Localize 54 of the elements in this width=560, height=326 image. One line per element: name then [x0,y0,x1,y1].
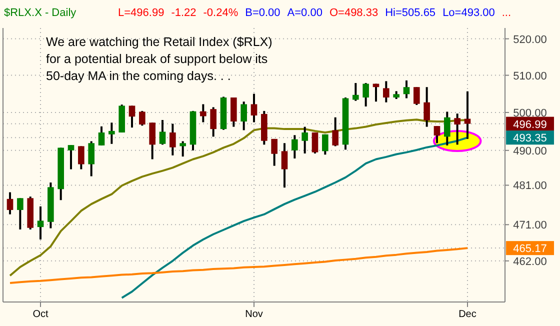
annotation: We are watching the Retail Index ($RLX) for a potential break of support below its 50-day MA in the coming days. . . [46,35,272,83]
y-tick-label: 510.00 [513,70,547,82]
candlestick [98,125,105,146]
candlestick [250,92,258,124]
line-series [9,247,468,284]
y-tick-label: 481.00 [513,180,547,192]
candlestick [362,82,369,108]
candlestick [170,122,176,156]
candlestick [6,191,14,216]
candlestick [464,90,471,140]
candlestick [383,80,390,104]
x-tick-label: Dec [458,309,476,320]
candlestick [37,205,44,240]
y-tick-label: 520.00 [513,34,547,46]
candlestick [414,86,420,106]
y-tick-label: 471.00 [513,220,547,232]
candlestick [180,140,186,158]
candlestick [149,122,156,160]
candlestick [403,79,410,100]
line-series [120,136,468,299]
chart-title: $RLX.X - Daily [4,7,77,19]
candlestick [281,142,288,189]
y-tick-label: 465.17 [513,243,547,256]
x-tick-label: Oct [32,309,49,320]
candlestick [312,131,318,154]
candlestick [17,197,24,230]
y-tick-label: 490.00 [513,145,547,158]
candlestick [210,106,216,138]
candlestick [322,133,328,156]
y-tick-label: 462.00 [513,256,547,268]
candlestick [88,140,94,178]
candlestick [292,134,298,160]
candlestick [108,122,115,145]
candlestick [454,112,460,146]
candlestick [230,96,237,128]
candlestick [434,125,440,144]
candlestick [332,116,338,148]
y-tick-label: 500.00 [513,107,547,120]
candlestick [159,118,166,146]
candlestick [352,82,359,102]
candlestick [68,144,74,170]
x-tick-label: Nov [245,309,263,320]
candlestick [139,110,146,127]
candlestick [271,138,278,167]
candlestick [424,86,430,128]
y-tick-label: 493.35 [513,132,547,145]
candlestick [240,100,247,132]
candlestick [78,145,84,170]
y-tick-label: 496.99 [513,118,547,131]
candlestick [128,104,136,129]
candlestick [200,103,206,124]
candlestick [444,110,450,146]
text: L=496.99 -1.22 -0.24% B=0.00 A=0.00 O=498.33 Hi=505.65 Lo=493.00 ... [118,7,512,19]
candlestick [302,126,308,154]
